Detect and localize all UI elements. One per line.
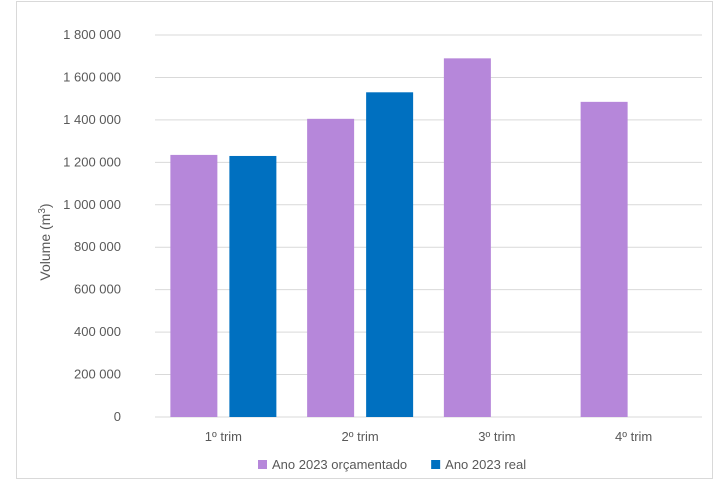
bar-orcamentado-2	[307, 118, 355, 418]
bar-real-1	[229, 155, 277, 417]
legend-label: Ano 2023 real	[445, 457, 526, 472]
bars	[170, 58, 628, 418]
x-tick-label: 2º trim	[342, 429, 379, 444]
y-axis-title-text: Volume (m	[37, 214, 53, 281]
y-tick-label: 1 000 000	[63, 197, 121, 212]
y-tick-label: 1 400 000	[63, 112, 121, 127]
legend-label: Ano 2023 orçamentado	[272, 457, 407, 472]
y-tick-label: 1 600 000	[63, 69, 121, 84]
y-tick-label: 600 000	[74, 282, 121, 297]
y-tick-label: 800 000	[74, 239, 121, 254]
bar-orcamentado-1	[170, 154, 218, 417]
x-tick-label: 1º trim	[205, 429, 242, 444]
y-tick-label: 1 800 000	[63, 27, 121, 42]
y-tick-label: 400 000	[74, 324, 121, 339]
y-tick-label: 200 000	[74, 367, 121, 382]
bar-orcamentado-4	[580, 101, 628, 417]
bar-chart: 0 200 000 400 000 600 000 800 000 1 000 000 1 …	[37, 27, 702, 472]
bar-real-2	[366, 92, 414, 418]
legend-swatch	[258, 460, 267, 469]
x-axis-ticks: 1º trim 2º trim 3º trim 4º trim	[205, 429, 653, 444]
y-tick-label: 1 200 000	[63, 154, 121, 169]
y-tick-label: 0	[114, 409, 121, 424]
x-tick-label: 3º trim	[478, 429, 515, 444]
chart-frame: 0 200 000 400 000 600 000 800 000 1 000 000 1 …	[16, 1, 713, 479]
y-axis-title-close: )	[37, 203, 53, 208]
legend-swatch	[431, 460, 441, 469]
legend: Ano 2023 orçamentado Ano 2023 real	[258, 457, 526, 472]
y-axis-ticks: 0 200 000 400 000 600 000 800 000 1 000 000 1 …	[63, 27, 121, 424]
y-axis-title-superscript: 3	[37, 208, 48, 214]
x-tick-label: 4º trim	[615, 429, 652, 444]
y-axis-title: Volume (m3)	[37, 203, 53, 280]
bar-orcamentado-3	[443, 58, 491, 417]
